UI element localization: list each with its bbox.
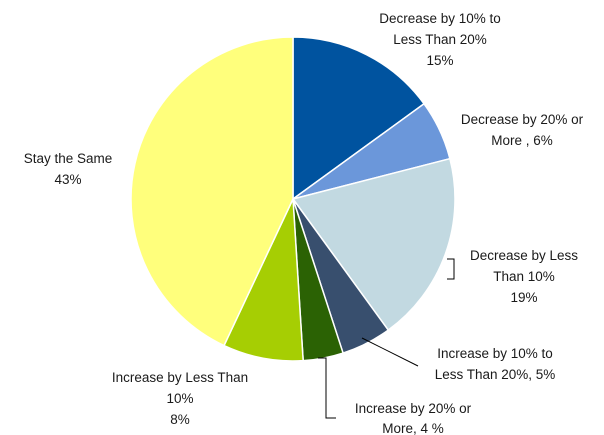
label-line: Than 10% [493,269,555,284]
label-line: More, 4 % [382,421,444,435]
leader-lines [318,258,455,419]
label-line: 8% [170,412,190,427]
label-line: 10% [166,391,193,406]
label-line: Increase by Less Than [112,370,248,385]
label-line: Increase by 10% to [437,346,553,361]
label-line: Increase by 20% or [355,401,472,416]
pie-slice-1 [292,36,425,200]
pie-slice-3 [292,157,456,331]
label-line: Less Than 20% [393,32,487,47]
leader-line-increase-20-or-more [318,357,336,419]
pie-slice-7 [130,36,294,347]
label-line: Less Than 20%, 5% [435,367,556,382]
label-line: More , 6% [491,133,553,148]
label-decrease-20-or-more: Decrease by 20% or More , 6% [461,112,584,148]
label-line: Stay the Same [24,151,113,166]
leader-line-increase-10-to-20 [361,337,419,367]
label-line: 19% [510,290,537,305]
label-line: 15% [426,53,453,68]
label-increase-10-to-20: Increase by 10% to Less Than 20%, 5% [435,346,556,382]
label-increase-20-or-more: Increase by 20% or More, 4 % [355,401,472,435]
label-decrease-10-to-20: Decrease by 10% to Less Than 20% 15% [379,11,501,68]
label-decrease-less-than-10: Decrease by Less Than 10% 19% [470,248,578,305]
label-line: Decrease by 10% to [379,11,501,26]
leader-line-decrease-less-than-10 [447,258,455,280]
label-stay-the-same: Stay the Same 43% [24,151,113,187]
label-line: Decrease by 20% or [461,112,584,127]
label-line: 43% [54,172,81,187]
label-increase-less-than-10: Increase by Less Than 10% 8% [112,370,248,427]
label-line: Decrease by Less [470,248,578,263]
pie-slices [130,36,456,362]
